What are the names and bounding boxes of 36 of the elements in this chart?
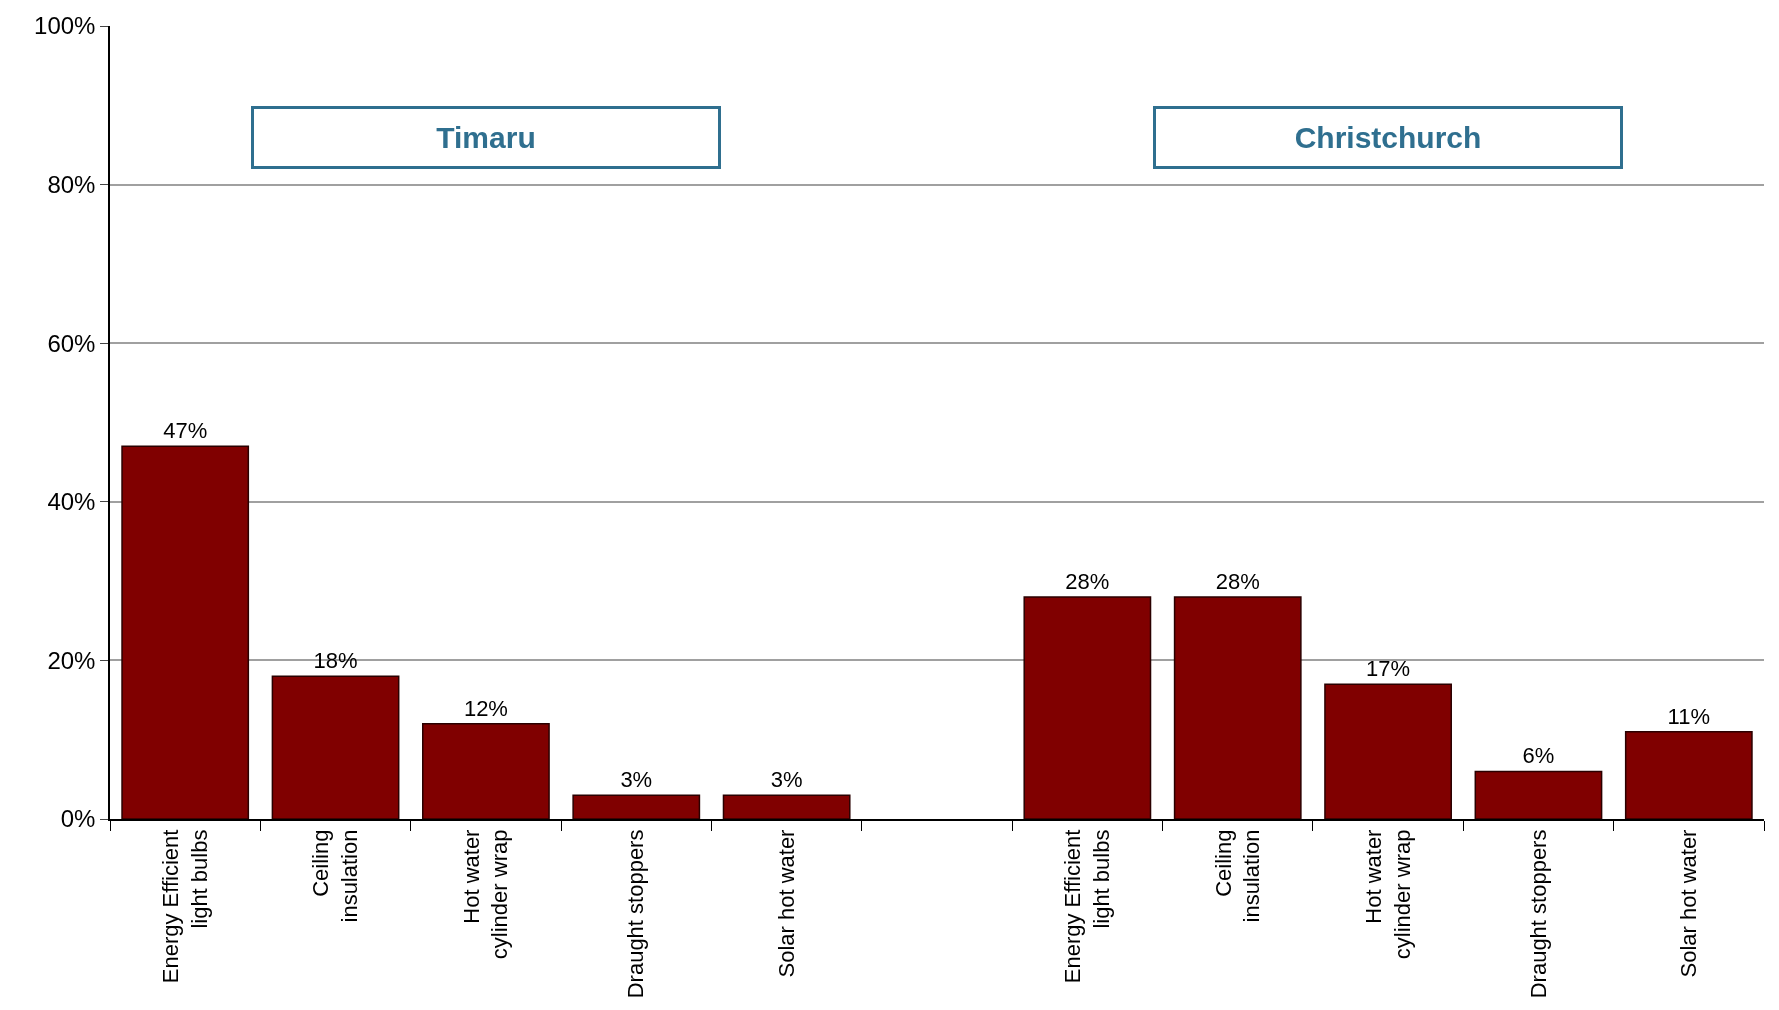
bar: [121, 445, 250, 819]
data-label: 6%: [1522, 743, 1555, 769]
annotation: Christchurch: [1294, 121, 1482, 154]
bar: [1023, 596, 1152, 819]
y-tick-label: 20%: [47, 646, 96, 674]
x-tick-label: Draught stoppers: [623, 829, 649, 999]
data-label: 3%: [620, 767, 653, 793]
data-label: 17%: [1366, 656, 1411, 682]
data-label: 47%: [163, 418, 208, 444]
data-label: 28%: [1065, 568, 1110, 594]
data-label: 3%: [770, 767, 803, 793]
data-label: 18%: [313, 648, 358, 674]
y-tick-label: 80%: [47, 171, 96, 198]
x-tick-label: Solar hot water: [1675, 829, 1701, 978]
bar: [722, 794, 851, 819]
data-label: 12%: [463, 695, 508, 721]
annotation: Timaru: [436, 121, 536, 154]
bar: [1173, 596, 1302, 819]
bar: [1324, 683, 1452, 819]
y-tick-label: 100%: [34, 12, 96, 40]
bar: [271, 675, 400, 819]
x-tick-label: Solar hot water: [773, 829, 799, 978]
bar: [1474, 770, 1603, 819]
x-tick-label: Draught stoppers: [1525, 829, 1551, 999]
data-label: 28%: [1215, 568, 1260, 594]
x-tick-label: Energy Efficient light bulbs: [1060, 829, 1114, 984]
bar: [422, 723, 550, 819]
bar: [1624, 731, 1753, 819]
y-tick-label: 0%: [60, 805, 96, 833]
y-tick-label: 60%: [47, 329, 96, 357]
data-label: 11%: [1667, 703, 1711, 729]
x-tick-label: Ceiling insulation: [308, 829, 362, 923]
bar: [572, 794, 701, 819]
y-tick-label: 40%: [47, 488, 96, 516]
x-tick-label: Ceiling insulation: [1210, 829, 1265, 923]
x-tick-label: Energy Efficient light bulbs: [158, 829, 212, 984]
